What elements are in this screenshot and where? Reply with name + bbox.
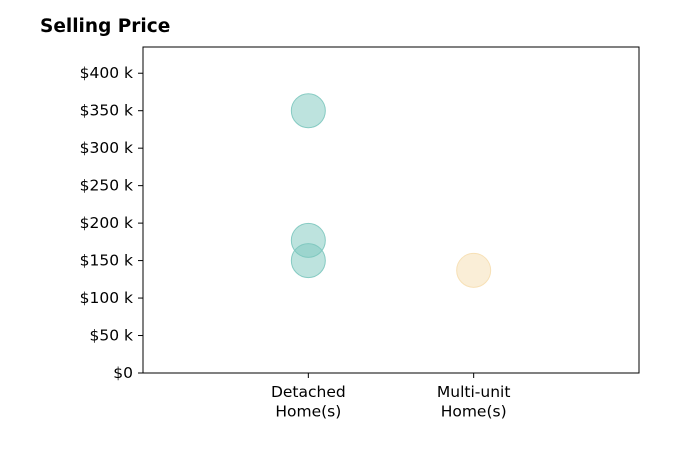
y-tick-label: $250 k bbox=[80, 177, 133, 195]
y-tick-label: $300 k bbox=[80, 139, 133, 157]
y-tick-label: $350 k bbox=[80, 102, 133, 120]
x-tick-label: Detached Home(s) bbox=[271, 383, 346, 421]
data-point bbox=[290, 243, 326, 279]
data-point bbox=[456, 252, 492, 288]
y-tick-label: $0 bbox=[113, 364, 133, 382]
y-tick-label: $100 k bbox=[80, 289, 133, 307]
x-tick-label-line: Multi-unit bbox=[437, 383, 511, 401]
data-points bbox=[290, 93, 492, 288]
y-tick-label: $200 k bbox=[80, 214, 133, 232]
data-point bbox=[290, 93, 326, 129]
y-tick-label: $400 k bbox=[80, 64, 133, 82]
x-tick-label-line: Detached bbox=[271, 383, 346, 401]
chart-title: Selling Price bbox=[40, 16, 171, 37]
plot-area-frame bbox=[142, 46, 640, 374]
y-tick-label: $50 k bbox=[90, 327, 134, 345]
x-tick-label: Multi-unit Home(s) bbox=[437, 383, 511, 421]
y-tick-label: $150 k bbox=[80, 252, 133, 270]
y-axis: $0 $50 k $100 k $150 k $200 k $250 k $300 k $35… bbox=[80, 64, 143, 382]
x-tick-label-line: Home(s) bbox=[441, 403, 507, 421]
x-tick-label-line: Home(s) bbox=[275, 403, 341, 421]
x-axis: Detached Home(s) Multi-unit Home(s) bbox=[271, 373, 510, 421]
